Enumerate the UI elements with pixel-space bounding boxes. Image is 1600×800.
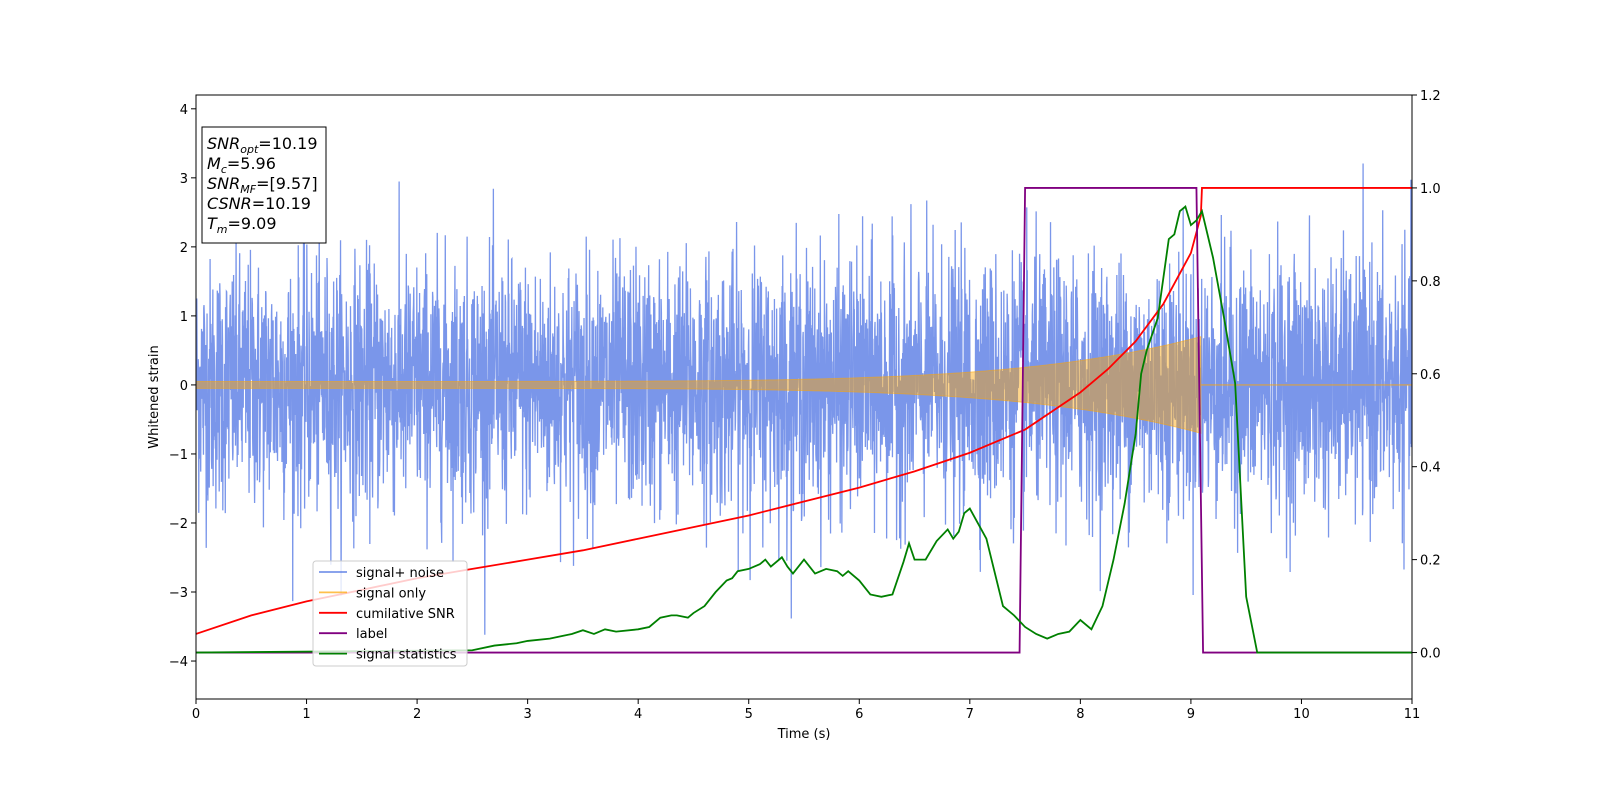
series-signal-noise-line bbox=[196, 163, 1412, 635]
y-tick-label: 1 bbox=[180, 310, 188, 325]
plot-frame bbox=[195, 94, 1413, 700]
x-tick-label: 2 bbox=[413, 707, 421, 722]
x-tick-label: 10 bbox=[1293, 707, 1310, 722]
y-tick-label: −4 bbox=[169, 655, 188, 670]
legend-frame bbox=[312, 560, 468, 667]
legend-label: cumilative SNR bbox=[356, 607, 455, 622]
legend-label: signal only bbox=[356, 586, 426, 601]
info-box-line: SNRMF=[9.57] bbox=[207, 174, 318, 196]
x-tick-label: 3 bbox=[523, 707, 531, 722]
x-tick-label: 9 bbox=[1187, 707, 1195, 722]
series-layer bbox=[196, 163, 1412, 654]
x-axis: 0 1 2 3 4 5 6 7 8 9 10 11 bbox=[192, 699, 1420, 722]
legend-label: signal statistics bbox=[356, 648, 457, 663]
y-tick-label: −3 bbox=[169, 586, 188, 601]
y2-tick-label: 0.8 bbox=[1420, 275, 1441, 290]
y-tick-label: 4 bbox=[180, 103, 188, 118]
info-box-line: Mc=5.96 bbox=[207, 154, 276, 176]
y2-tick-label: 0.0 bbox=[1420, 647, 1441, 662]
y-tick-label: −1 bbox=[169, 448, 188, 463]
x-tick-label: 1 bbox=[302, 707, 310, 722]
series-signal-statistics-line bbox=[196, 204, 1412, 654]
y2-tick-label: 0.2 bbox=[1420, 554, 1441, 569]
x-tick-label: 0 bbox=[192, 707, 200, 722]
series-signal-only-band bbox=[196, 335, 1202, 434]
y-axis-label: Whitened strain bbox=[147, 345, 162, 448]
y2-tick-label: 0.6 bbox=[1420, 368, 1441, 383]
y-axis-left: −4 −3 −2 −1 0 1 2 3 4 bbox=[169, 103, 196, 670]
x-tick-label: 11 bbox=[1404, 707, 1421, 722]
legend-label: signal+ noise bbox=[356, 566, 444, 581]
info-box-line: CSNR=10.19 bbox=[207, 194, 311, 213]
y2-tick-label: 1.2 bbox=[1420, 89, 1441, 104]
y2-tick-label: 0.4 bbox=[1420, 461, 1441, 476]
info-box-frame bbox=[201, 126, 327, 244]
y-axis-right: 0.0 0.2 0.4 0.6 0.8 1.0 1.2 bbox=[1412, 89, 1441, 662]
info-box: SNRopt=10.19Mc=5.96SNRMF=[9.57]CSNR=10.1… bbox=[201, 126, 327, 244]
y2-tick-label: 1.0 bbox=[1420, 182, 1441, 197]
legend: signal+ noise signal only cumilative SNR la… bbox=[312, 560, 468, 667]
info-box-line: Tm=9.09 bbox=[207, 214, 277, 236]
info-box-line: SNRopt=10.19 bbox=[207, 134, 318, 156]
y-tick-label: 2 bbox=[180, 241, 188, 256]
y-tick-label: 3 bbox=[180, 172, 188, 187]
y-tick-label: −2 bbox=[169, 517, 188, 532]
x-tick-label: 8 bbox=[1076, 707, 1084, 722]
x-tick-label: 4 bbox=[634, 707, 642, 722]
x-axis-label: Time (s) bbox=[777, 727, 831, 742]
legend-label: label bbox=[356, 627, 387, 642]
x-tick-label: 6 bbox=[855, 707, 863, 722]
series-label-line bbox=[196, 187, 1412, 654]
y-tick-label: 0 bbox=[180, 379, 188, 394]
x-tick-label: 5 bbox=[745, 707, 753, 722]
x-tick-label: 7 bbox=[966, 707, 974, 722]
